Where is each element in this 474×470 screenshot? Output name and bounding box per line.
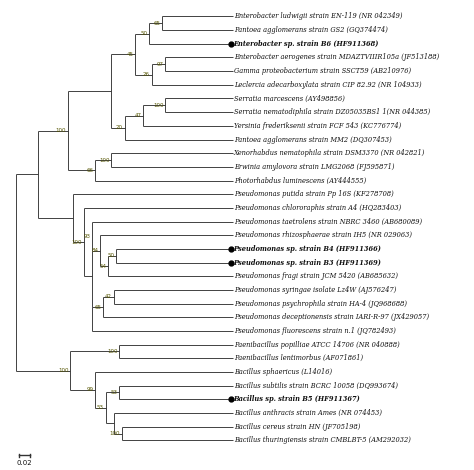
Text: Enterobacter sp. strain B6 (HF911368): Enterobacter sp. strain B6 (HF911368) — [233, 40, 379, 48]
Text: Pseudomonas fragi strain JCM 5420 (AB685632): Pseudomonas fragi strain JCM 5420 (AB685… — [234, 272, 398, 280]
Text: 100: 100 — [55, 128, 66, 133]
Text: 53: 53 — [97, 406, 104, 410]
Text: Pseudomonas chlororaphis strain A4 (HQ283403): Pseudomonas chlororaphis strain A4 (HQ28… — [234, 204, 401, 212]
Text: Bacillus sp. strain B5 (HF911367): Bacillus sp. strain B5 (HF911367) — [233, 395, 360, 403]
Text: Serratia marcescens (AY498856): Serratia marcescens (AY498856) — [234, 94, 345, 102]
Text: Pseudomonas deceptionensis strain IARI-R-97 (JX429057): Pseudomonas deceptionensis strain IARI-R… — [234, 313, 429, 321]
Text: Pantoea agglomerans strain GS2 (GQ374474): Pantoea agglomerans strain GS2 (GQ374474… — [234, 26, 388, 34]
Text: Xenorhabdus nematophila strain DSM3370 (NR 042821): Xenorhabdus nematophila strain DSM3370 (… — [234, 149, 425, 157]
Text: 100: 100 — [99, 157, 109, 163]
Text: 26: 26 — [143, 72, 150, 77]
Text: Pseudomonas sp. strain B4 (HF911366): Pseudomonas sp. strain B4 (HF911366) — [233, 245, 381, 253]
Text: Gamma proteobacterium strain SSCT59 (AB210976): Gamma proteobacterium strain SSCT59 (AB2… — [234, 67, 411, 75]
Text: 0.02: 0.02 — [17, 460, 32, 466]
Text: Paenibacillus lentimorbus (AF071861): Paenibacillus lentimorbus (AF071861) — [234, 354, 363, 362]
Text: Pseudomonas rhizosphaerae strain IH5 (NR 029063): Pseudomonas rhizosphaerae strain IH5 (NR… — [234, 231, 412, 239]
Text: Pseudomonas taetrolens strain NBRC 3460 (AB680089): Pseudomonas taetrolens strain NBRC 3460 … — [234, 218, 422, 226]
Text: Pseudomonas putida strain Pp 16S (KF278708): Pseudomonas putida strain Pp 16S (KF2787… — [234, 190, 393, 198]
Text: Pseudomonas fluorescens strain n.1 (JQ782493): Pseudomonas fluorescens strain n.1 (JQ78… — [234, 327, 396, 335]
Text: Leclercia adecarboxylata strain CIP 82.92 (NR 104933): Leclercia adecarboxylata strain CIP 82.9… — [234, 81, 421, 89]
Text: 50: 50 — [140, 31, 147, 36]
Text: 45: 45 — [127, 52, 134, 56]
Text: Pseudomonas psychrophila strain HA-4 (JQ968688): Pseudomonas psychrophila strain HA-4 (JQ… — [234, 299, 407, 307]
Text: 47: 47 — [135, 113, 142, 118]
Text: Paenibacillus popilliae ATCC 14706 (NR 040888): Paenibacillus popilliae ATCC 14706 (NR 0… — [234, 341, 400, 349]
Text: 84: 84 — [91, 248, 99, 253]
Text: Photorhabdus luminescens (AY444555): Photorhabdus luminescens (AY444555) — [234, 177, 366, 185]
Text: Enterobacter aerogenes strain MDAZTVIIIR105a (JF513188): Enterobacter aerogenes strain MDAZTVIIIR… — [234, 54, 439, 62]
Text: 50: 50 — [108, 253, 115, 258]
Text: Enterobacter ludwigii strain EN-119 (NR 042349): Enterobacter ludwigii strain EN-119 (NR … — [234, 12, 402, 21]
Text: 54: 54 — [100, 264, 107, 268]
Text: 100: 100 — [153, 103, 164, 108]
Text: Bacillus sphaericus (L14016): Bacillus sphaericus (L14016) — [234, 368, 332, 376]
Text: 97: 97 — [156, 62, 164, 67]
Text: Serratia nematodiphila strain DZ05035BS1 1(NR 044385): Serratia nematodiphila strain DZ05035BS1… — [234, 108, 430, 116]
Text: 66: 66 — [86, 168, 93, 173]
Text: 20: 20 — [116, 125, 123, 130]
Text: 100: 100 — [72, 240, 82, 244]
Text: 100: 100 — [109, 431, 120, 436]
Text: 93: 93 — [83, 234, 91, 239]
Text: 53: 53 — [110, 390, 118, 395]
Text: 100: 100 — [107, 349, 118, 354]
Text: Pseudomonas syringae isolate Lz4W (AJ576247): Pseudomonas syringae isolate Lz4W (AJ576… — [234, 286, 396, 294]
Text: Pantoea agglomerans strain MM2 (DQ307453): Pantoea agglomerans strain MM2 (DQ307453… — [234, 135, 392, 143]
Text: Bacillus thuringiensis strain CMBLBT-5 (AM292032): Bacillus thuringiensis strain CMBLBT-5 (… — [234, 436, 411, 444]
Text: 99: 99 — [86, 387, 93, 392]
Text: Erwinia amylovora strain LMG2068 (FJ595871): Erwinia amylovora strain LMG2068 (FJ5958… — [234, 163, 394, 171]
Text: Yersinia frederiksenii strain FCF 543 (KC776774): Yersinia frederiksenii strain FCF 543 (K… — [234, 122, 401, 130]
Text: Bacillus cereus strain HN (JF705198): Bacillus cereus strain HN (JF705198) — [234, 423, 360, 431]
Text: 100: 100 — [58, 368, 69, 373]
Text: Bacillus subtilis strain BCRC 10058 (DQ993674): Bacillus subtilis strain BCRC 10058 (DQ9… — [234, 382, 398, 390]
Text: 42: 42 — [105, 294, 112, 299]
Text: 65: 65 — [154, 21, 161, 26]
Text: 65: 65 — [94, 305, 101, 310]
Text: Pseudomonas sp. strain B3 (HF911369): Pseudomonas sp. strain B3 (HF911369) — [233, 258, 381, 266]
Text: Bacillus anthracis strain Ames (NR 074453): Bacillus anthracis strain Ames (NR 07445… — [234, 409, 382, 417]
